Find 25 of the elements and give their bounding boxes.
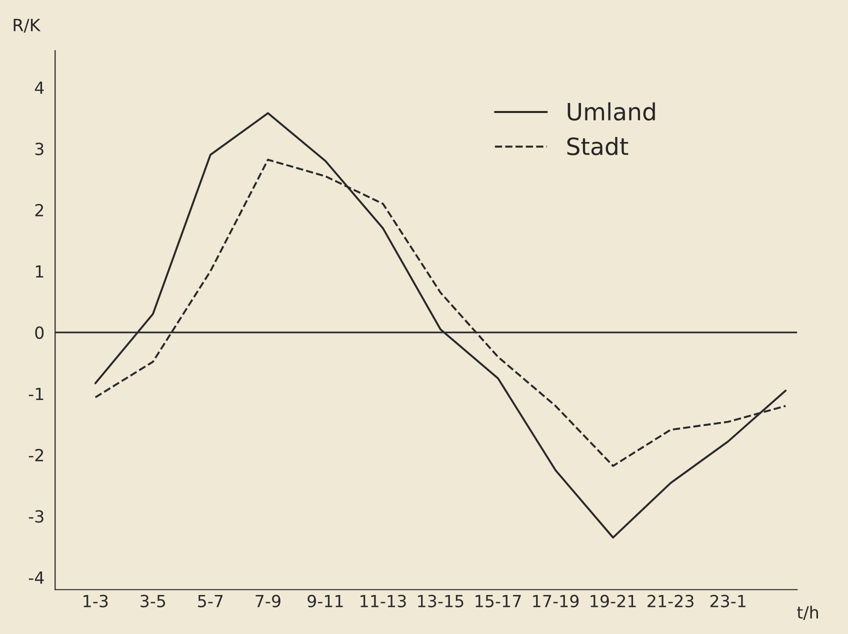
x-tick-label: 15-17: [476, 594, 521, 608]
x-tick-label: 21-23: [648, 594, 694, 608]
x-tick-label: 23-1: [710, 594, 746, 608]
x-tick-label: 1-3: [84, 594, 108, 608]
x-tick-label: 13-15: [418, 594, 464, 608]
legend-label: Stadt: [567, 136, 628, 156]
y-tick-label: 1: [36, 265, 44, 278]
legend-label: Umland: [568, 102, 655, 121]
x-tick-label: 7-9: [256, 594, 280, 608]
y-tick-label: 2: [35, 204, 44, 216]
x-tick-label: 3-5: [140, 594, 166, 608]
x-tick-label: 11-13: [360, 594, 406, 608]
x-tick-label: 9-11: [308, 594, 343, 608]
y-tick-label: -3: [28, 510, 44, 523]
y-axis-title: R/K: [14, 18, 41, 33]
y-tick-label: -2: [28, 448, 44, 462]
x-tick-label: 17-19: [533, 594, 579, 608]
y-tick-label: 3: [35, 142, 44, 156]
y-tick-label: -1: [28, 388, 44, 400]
x-tick-label: 5-7: [198, 594, 223, 608]
y-tick-label: 4: [34, 82, 44, 94]
y-tick-label: 0: [35, 326, 44, 339]
x-tick-label: 19-21: [590, 594, 636, 608]
y-tick-label: -4: [28, 572, 44, 584]
x-axis-title: t/h: [797, 606, 818, 620]
